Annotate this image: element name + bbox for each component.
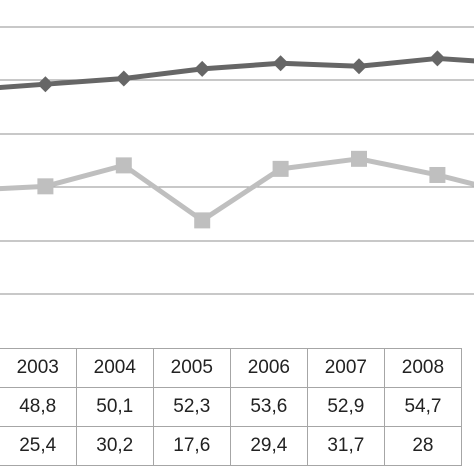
table-cell-value: 30,2: [75, 426, 154, 466]
table-cell-year: 2003: [0, 348, 77, 388]
table-cell-value: 48,8: [0, 387, 77, 427]
table-cell-year: 2006: [229, 348, 308, 388]
table-cell-value: 52,9: [306, 387, 385, 427]
table-cell-value: 53,6: [229, 387, 308, 427]
data-point-diamond: [194, 60, 211, 77]
series-line-2: [0, 156, 474, 223]
data-point-square: [351, 150, 367, 167]
table-row-series-2: 25,4 30,2 17,6 29,4 31,7 28: [0, 426, 463, 466]
table-cell-value: 25,4: [0, 426, 77, 466]
table-cell-value: 31,7: [306, 426, 385, 466]
table-cell-value: 28: [383, 426, 463, 466]
data-point-diamond: [351, 58, 367, 75]
data-point-square: [37, 178, 54, 195]
data-point-diamond: [115, 70, 132, 87]
table-cell-value: 52,3: [152, 387, 231, 427]
table-row-series-1: 48,8 50,1 52,3 53,6 52,9 54,7: [0, 387, 463, 427]
data-point-diamond: [429, 50, 446, 67]
data-point-square: [429, 166, 446, 183]
table-cell-value: 17,6: [152, 426, 231, 466]
data-point-diamond: [272, 55, 289, 72]
data-point-diamond: [37, 76, 54, 93]
line-chart-plot: [0, 26, 474, 295]
table-cell-value: 50,1: [75, 387, 154, 427]
table-cell-value: 29,4: [229, 426, 308, 466]
data-point-square: [272, 160, 289, 177]
table-cell-year: 2005: [152, 348, 231, 388]
series-line-1: [0, 55, 474, 90]
data-point-square: [115, 157, 132, 174]
data-table: 2003 2004 2005 2006 2007 2008 48,8 50,1 …: [0, 348, 463, 466]
table-cell-year: 2004: [75, 348, 154, 388]
data-point-square: [194, 212, 211, 229]
table-cell-value: 54,7: [383, 387, 463, 427]
table-cell-year: 2007: [306, 348, 385, 388]
table-row-years: 2003 2004 2005 2006 2007 2008: [0, 348, 463, 388]
table-cell-year: 2008: [383, 348, 463, 388]
